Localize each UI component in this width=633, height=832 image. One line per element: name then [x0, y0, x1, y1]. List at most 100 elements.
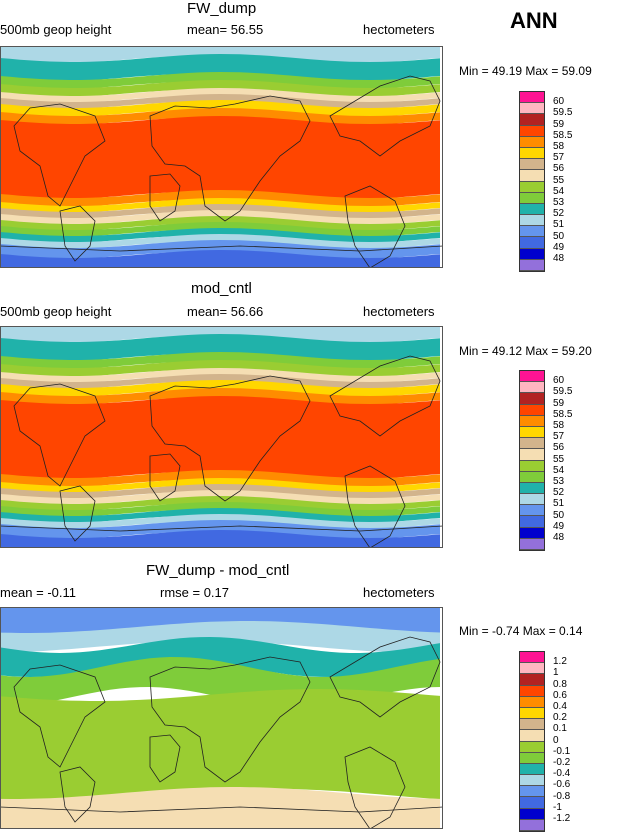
colorbar-tick-label: 0.1: [553, 723, 567, 735]
coastline: [149, 656, 311, 783]
map-frame: [0, 326, 443, 548]
panel-title: FW_dump: [187, 0, 257, 17]
coastline: [344, 746, 406, 829]
colorbar-swatch: [520, 652, 544, 664]
colorbar-tick-label: 0.2: [553, 712, 567, 724]
colorbar-tick-label: 48: [553, 532, 565, 543]
colorbar-tick-label: 0.8: [553, 678, 567, 690]
coastline: [149, 453, 181, 502]
panel-units: hectometers: [363, 585, 435, 600]
colorbar-tick-label: 54: [553, 464, 565, 476]
coastline: [59, 766, 96, 823]
panel-mean: mean= 56.55: [187, 22, 264, 37]
colorbar-tick-label: 57: [553, 152, 565, 164]
contour-band: [0, 607, 440, 635]
colorbar-swatch: [520, 147, 544, 160]
colorbar-tick-label: 58.5: [553, 129, 573, 141]
panel-units: hectometers: [363, 22, 435, 37]
colorbar-tick-label: 59.5: [553, 107, 573, 119]
colorbar-swatch: [520, 685, 544, 697]
map-fw-dump: [0, 46, 443, 268]
coastline: [0, 806, 443, 813]
colorbar-tick-label: 0: [553, 734, 559, 746]
coastline: [329, 75, 441, 157]
colorbar-mod-cntl: [519, 370, 545, 551]
colorbar-swatch: [520, 719, 544, 731]
colorbar-tick-label: 54: [553, 185, 565, 197]
season-label: ANN: [510, 8, 558, 33]
colorbar-swatch: [520, 460, 544, 472]
colorbar-tick-label: 53: [553, 476, 565, 487]
colorbar-swatch: [520, 741, 544, 753]
colorbar-tick-label: -1.2: [553, 813, 571, 824]
colorbar-tick-label: 48: [553, 253, 565, 264]
panel-mean: mean= 56.66: [187, 304, 264, 319]
panel-field-label: 500mb geop height: [0, 22, 112, 37]
colorbar-tick-label: 57: [553, 431, 565, 443]
colorbar-swatch: [520, 159, 544, 171]
contour-band: [0, 116, 440, 200]
colorbar-tick-label: 52: [553, 208, 565, 220]
colorbar-tick-label: -0.2: [553, 757, 571, 768]
colorbar-tick-label: 60: [553, 96, 565, 108]
colorbar-swatch: [520, 505, 544, 517]
colorbar-tick-label: 56: [553, 442, 565, 454]
coastline: [13, 103, 106, 207]
colorbar-swatch: [520, 181, 544, 193]
coastline: [0, 525, 443, 532]
colorbar-swatch: [520, 482, 544, 495]
colorbar-swatch: [520, 696, 544, 708]
colorbar-tick-label: 50: [553, 509, 565, 521]
colorbar-tick-label: -0.6: [553, 779, 571, 791]
min-max-readout: Min = 49.12 Max = 59.20: [459, 344, 592, 358]
colorbar-swatch: [520, 92, 544, 104]
coastline: [13, 383, 106, 487]
coastline: [13, 664, 106, 768]
colorbar-swatch: [520, 494, 544, 506]
colorbar-tick-label: -0.1: [553, 745, 571, 757]
colorbar-tick-label: 58.5: [553, 408, 573, 420]
colorbar-tick-label: -0.4: [553, 768, 571, 780]
colorbar-tick-label: 50: [553, 230, 565, 242]
contour-band: [0, 621, 440, 653]
colorbar-difference: [519, 651, 545, 832]
colorbar-swatch: [520, 125, 544, 137]
contour-band: [0, 334, 440, 362]
colorbar-tick-label: 51: [553, 498, 565, 510]
coastline: [0, 245, 443, 252]
colorbar-swatch: [520, 215, 544, 227]
colorbar-swatch: [520, 237, 544, 249]
colorbar-swatch: [520, 170, 544, 182]
coastline: [149, 95, 311, 222]
map-frame: [0, 607, 443, 829]
colorbar-swatch: [520, 819, 544, 831]
colorbar-swatch: [520, 707, 544, 720]
coastline: [329, 636, 441, 718]
colorbar-tick-label: 53: [553, 197, 565, 208]
colorbar-tick-label: 52: [553, 487, 565, 499]
panel-field-label: 500mb geop height: [0, 304, 112, 319]
colorbar-swatch: [520, 404, 544, 416]
colorbar-swatch: [520, 226, 544, 238]
colorbar-swatch: [520, 114, 544, 126]
colorbar-swatch: [520, 471, 544, 483]
colorbar-swatch: [520, 393, 544, 405]
contour-band: [0, 689, 440, 801]
panel-title: mod_cntl: [191, 280, 252, 297]
contour-band: [0, 250, 440, 268]
colorbar-tick-label: 55: [553, 174, 565, 186]
colorbar-swatch: [520, 775, 544, 787]
colorbar-tick-label: 59.5: [553, 386, 573, 398]
colorbar-swatch: [520, 538, 544, 550]
colorbar-tick-label: 59: [553, 118, 565, 130]
colorbar-swatch: [520, 786, 544, 798]
colorbar-tick-label: 0.4: [553, 701, 567, 712]
colorbar-swatch: [520, 426, 544, 439]
coastline: [149, 173, 181, 222]
colorbar-tick-label: 49: [553, 241, 565, 253]
colorbar-tick-label: 60: [553, 375, 565, 387]
colorbar-tick-label: 56: [553, 163, 565, 175]
min-max-readout: Min = -0.74 Max = 0.14: [459, 624, 583, 638]
colorbar-swatch: [520, 103, 544, 115]
colorbar-swatch: [520, 203, 544, 216]
